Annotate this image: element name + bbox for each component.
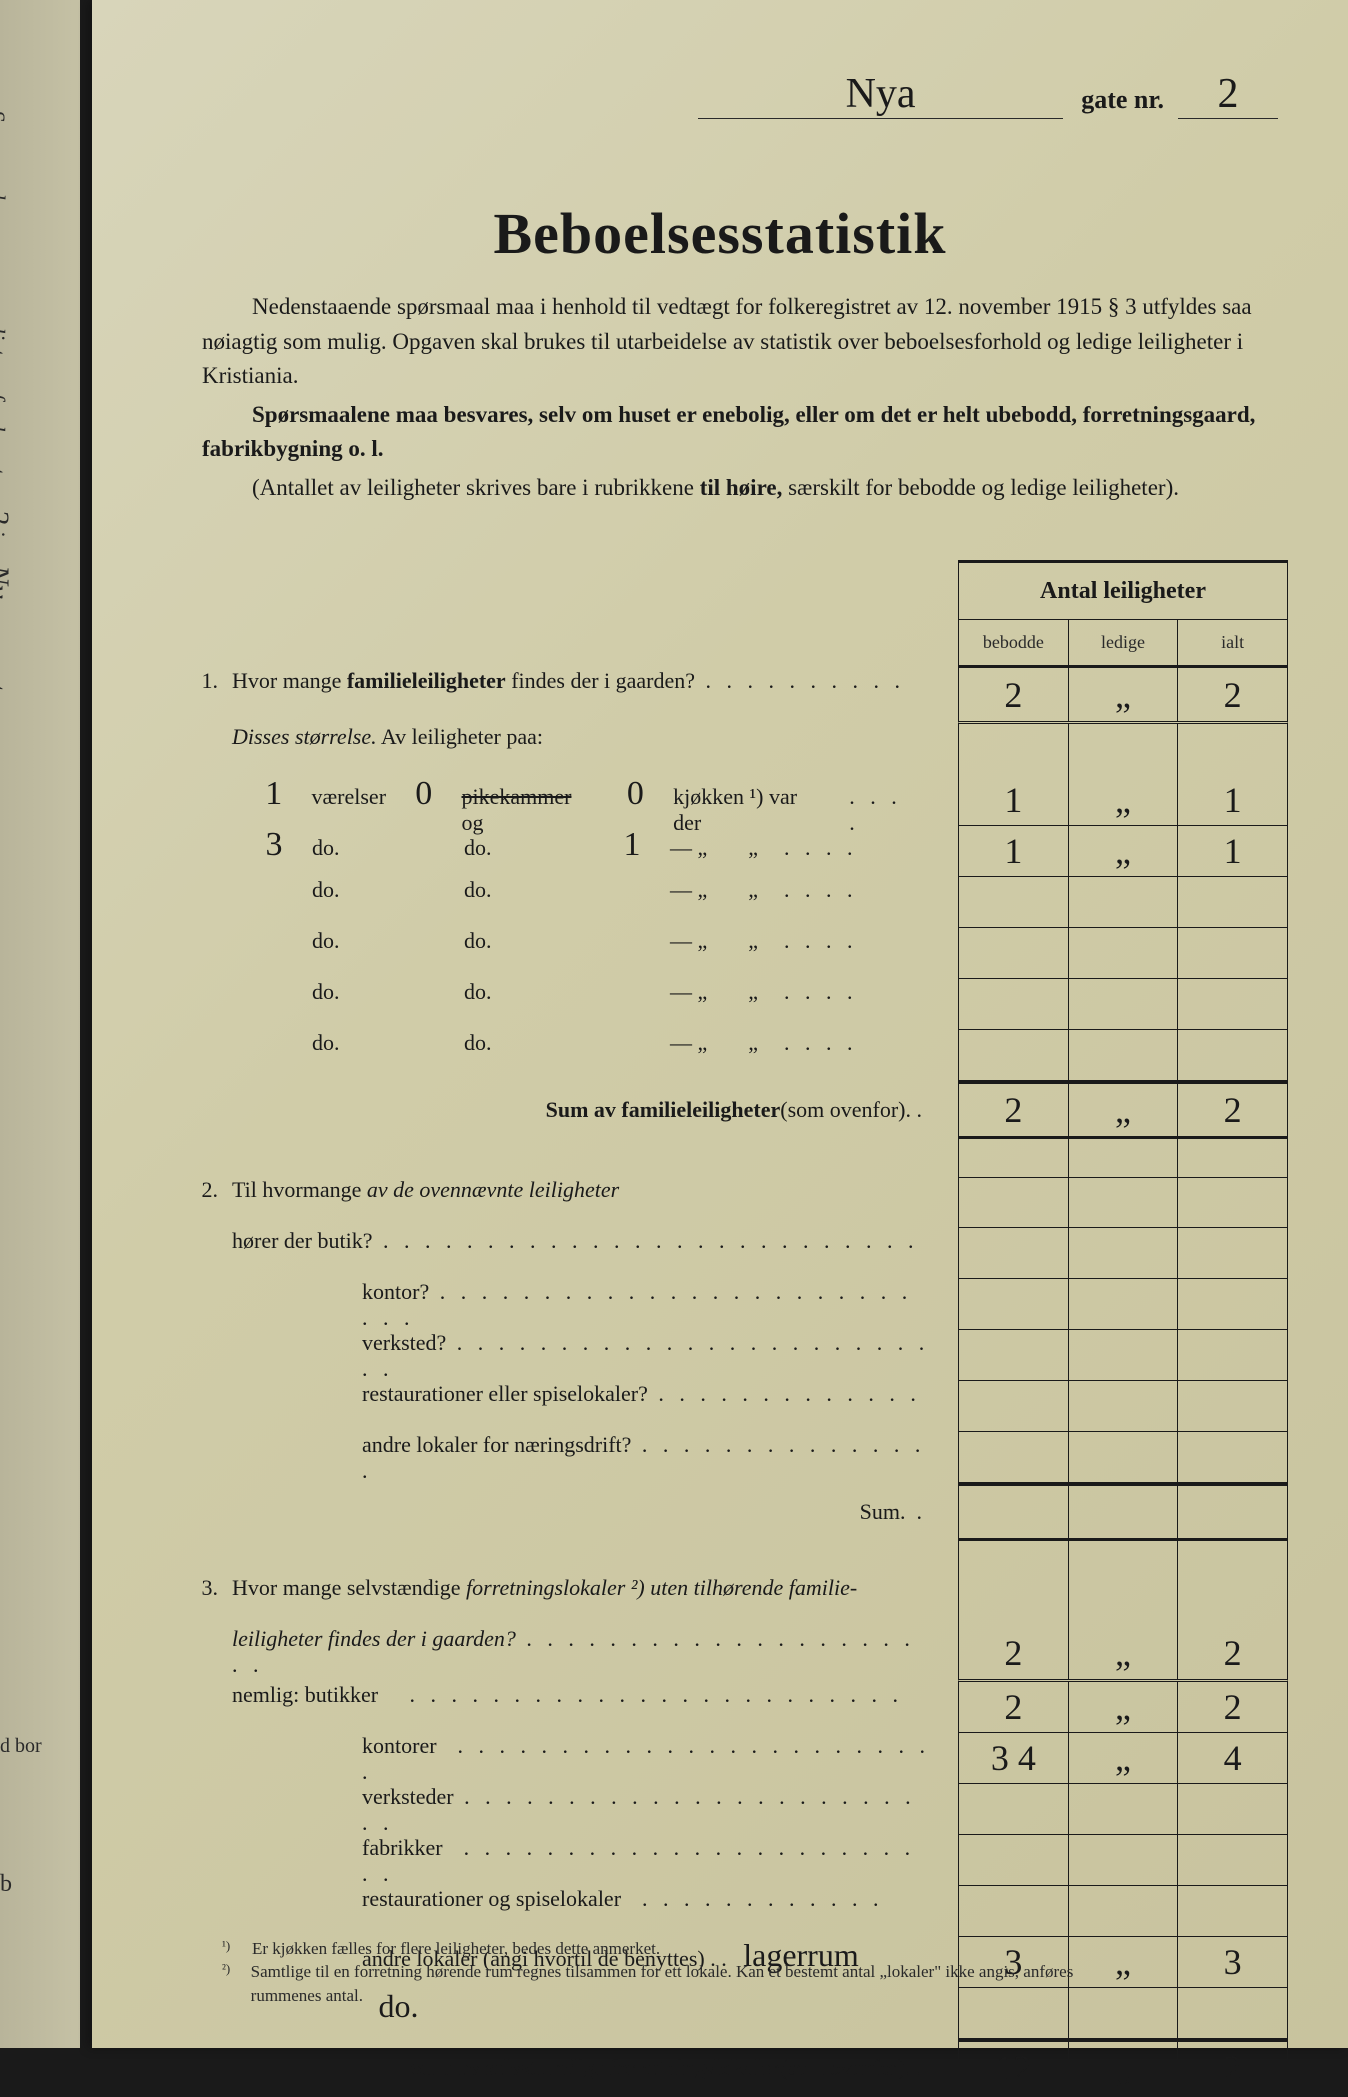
sidebar-strip: Sammendrag av personlistene for huset nr… xyxy=(0,0,80,2048)
q2-sum-row xyxy=(958,1483,1288,1541)
footnotes: ¹)Er kjøkken fælles for flere leilighete… xyxy=(222,1937,1148,2008)
sidebar-bottom-1: d bor xyxy=(0,1735,42,1758)
sidebar-text-b: i xyxy=(0,530,9,542)
q2-row-5 xyxy=(958,1432,1288,1483)
q3-item-3: fabrikker . . . . . . . . . . . . . . . … xyxy=(192,1835,932,1886)
q1-sizes-label: Disses størrelse. Av leiligheter paa: xyxy=(192,724,932,775)
count-table: Antal leiligheter bebodde ledige ialt 2 … xyxy=(958,560,1288,2097)
q1-line: 1. Hvor mange familieleiligheter findes … xyxy=(192,668,932,724)
q3-item-row-2 xyxy=(958,1784,1288,1835)
q1-row: 2 „ 2 xyxy=(958,668,1288,724)
header-gate-nr: 2 xyxy=(1178,70,1278,119)
intro-p1: Nedenstaaende spørsmaal maa i henhold ti… xyxy=(202,290,1278,394)
q1-size-row-1: 1 „ 1 xyxy=(958,826,1288,877)
sidebar-hand-nr: 2 xyxy=(0,509,15,524)
page-title: Beboelsesstatistik xyxy=(92,200,1348,267)
size-row-5: do. do. — „ „ . . . . xyxy=(192,1030,932,1081)
document-page: Nya gate nr. 2 Beboelsesstatistik Nedens… xyxy=(92,0,1348,2048)
q2-row-3 xyxy=(958,1330,1288,1381)
table-header-main: Antal leiligheter xyxy=(958,560,1288,620)
size-row-3: do. do. — „ „ . . . . xyxy=(192,928,932,979)
q1-size-row-0: 1 „ 1 xyxy=(958,775,1288,826)
header-gate-label: gate nr. xyxy=(1063,85,1178,119)
q3-item-row-1: 3 4 „ 4 xyxy=(958,1733,1288,1784)
sidebar-hand-street: Ny — xyxy=(0,565,15,633)
q3-item-2: verksteder . . . . . . . . . . . . . . .… xyxy=(192,1784,932,1835)
col-bebodde: bebodde xyxy=(959,620,1068,665)
q3-main-row: 2 „ 2 xyxy=(958,1626,1288,1682)
q2-line1: 2. Til hvormange av de ovennævnte leilig… xyxy=(192,1177,932,1228)
q3-line2: leiligheter findes der i gaarden? . . . … xyxy=(192,1626,932,1682)
q2-item-2: verksted? . . . . . . . . . . . . . . . … xyxy=(192,1330,932,1381)
q2-row-4 xyxy=(958,1381,1288,1432)
table-header-sub: bebodde ledige ialt xyxy=(958,620,1288,668)
sidebar-text-a: Sammendrag av personlistene for huset nr… xyxy=(0,110,9,509)
header-street-name: Nya xyxy=(698,70,1063,119)
q3-line1: 3. Hvor mange selvstændige forretningslo… xyxy=(192,1575,932,1626)
q2-item-0: hører der butik? . . . . . . . . . . . .… xyxy=(192,1228,932,1279)
size-row-0: 1 værelser 0 pikekammer og 0 kjøkken ¹) … xyxy=(192,775,932,826)
q1-size-row-4 xyxy=(958,979,1288,1030)
q2-item-4: andre lokaler for næringsdrift? . . . . … xyxy=(192,1432,932,1483)
intro-p2: Spørsmaalene maa besvares, selv om huset… xyxy=(202,398,1278,467)
table-area: Antal leiligheter bebodde ledige ialt 2 … xyxy=(192,560,1288,1948)
q1-size-row-2 xyxy=(958,877,1288,928)
q2-row-1 xyxy=(958,1228,1288,1279)
intro-block: Nedenstaaende spørsmaal maa i henhold ti… xyxy=(202,290,1278,509)
q2-sum-label: Sum. . xyxy=(192,1483,932,1541)
q3-item-1: kontorer . . . . . . . . . . . . . . . .… xyxy=(192,1733,932,1784)
size-row-4: do. do. — „ „ . . . . xyxy=(192,979,932,1030)
q2-item-1: kontor? . . . . . . . . . . . . . . . . … xyxy=(192,1279,932,1330)
q3-item-row-3 xyxy=(958,1835,1288,1886)
q2-row-2 xyxy=(958,1279,1288,1330)
col-ledige: ledige xyxy=(1068,620,1178,665)
sidebar-text-c: gate xyxy=(0,661,9,706)
col-ialt: ialt xyxy=(1177,620,1287,665)
questions-column: 1. Hvor mange familieleiligheter findes … xyxy=(192,668,932,2097)
q2-item-3: restaurationer eller spiselokaler? . . .… xyxy=(192,1381,932,1432)
q3-item-row-4 xyxy=(958,1886,1288,1937)
q1-sum-label: Sum av familieleiligheter (som ovenfor) … xyxy=(192,1081,932,1139)
size-row-2: do. do. — „ „ . . . . xyxy=(192,877,932,928)
sidebar-bottom-2: b xyxy=(0,1871,12,1898)
intro-p3: (Antallet av leiligheter skrives bare i … xyxy=(202,471,1278,506)
q3-item-4: restaurationer og spiselokaler . . . . .… xyxy=(192,1886,932,1937)
q3-item-0: nemlig: butikker . . . . . . . . . . . .… xyxy=(192,1682,932,1733)
sidebar-vertical-text: Sammendrag av personlistene for huset nr… xyxy=(0,110,15,1910)
q2-row-0 xyxy=(958,1177,1288,1228)
header-line: Nya gate nr. 2 xyxy=(698,70,1278,119)
q1-sum-row: 2 „ 2 xyxy=(958,1081,1288,1139)
q1-size-row-5 xyxy=(958,1030,1288,1081)
q3-item-row-0: 2 „ 2 xyxy=(958,1682,1288,1733)
q1-size-row-3 xyxy=(958,928,1288,979)
